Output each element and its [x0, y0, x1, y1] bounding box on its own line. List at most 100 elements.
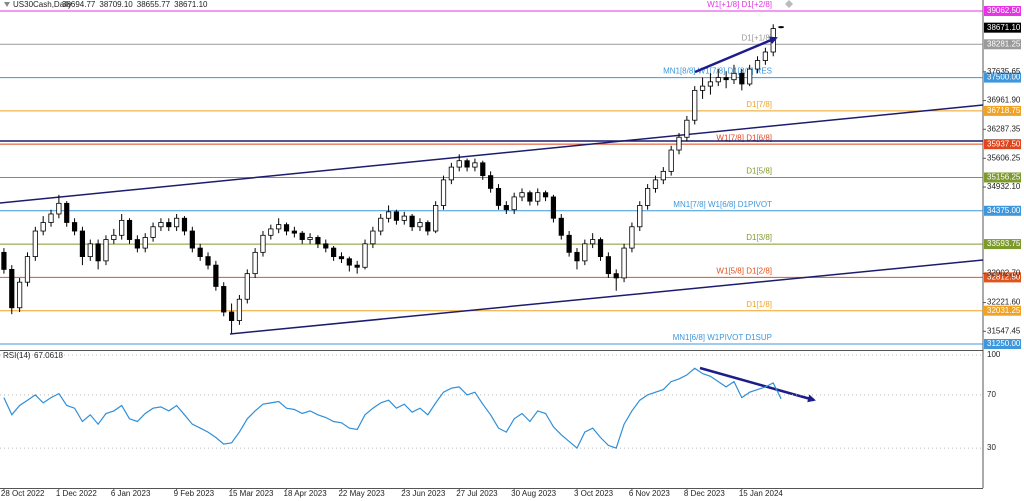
candle-body — [385, 211, 392, 219]
candle-body — [488, 175, 494, 189]
candle-body — [645, 188, 651, 206]
candles — [1, 24, 784, 334]
rsi-tick-label: 70 — [987, 390, 996, 399]
candle-body — [354, 264, 360, 268]
candle-body — [637, 205, 643, 228]
y-tick-label: 36287.35 — [987, 124, 1021, 133]
level-tag-label: 32031.25 — [987, 306, 1021, 315]
channel-lower — [229, 259, 984, 335]
level-tag — [984, 172, 1021, 183]
candle-body — [307, 237, 313, 240]
level-name: MN1[8/8] W1[7/8] D1[8/8] RES — [663, 67, 772, 76]
candle-body — [378, 217, 384, 232]
marker-diamond — [785, 0, 793, 8]
candle-body — [605, 256, 611, 275]
level-name: W1[5/8] D1[2/8] — [716, 266, 772, 275]
candle-body — [707, 81, 714, 87]
level-tag — [984, 272, 1021, 283]
candle-body — [597, 239, 604, 258]
candle-body — [535, 192, 541, 202]
rsi-tick-label: 30 — [987, 443, 996, 452]
candle-body — [574, 251, 580, 262]
trend-arrow — [694, 36, 778, 74]
candle-body — [409, 215, 415, 228]
level-name: W1[+1/8] D1[+2/8] — [707, 0, 772, 9]
y-tick-label: 31547.45 — [987, 326, 1021, 335]
candle-body — [472, 162, 478, 168]
candle-body — [338, 256, 345, 260]
level-tag-label: 34375.00 — [987, 206, 1021, 215]
candle-body — [260, 234, 266, 253]
candle-body — [527, 192, 533, 202]
candle-body — [503, 205, 509, 211]
candle-body — [613, 273, 619, 279]
candle-body — [417, 222, 423, 228]
candle-body — [56, 202, 62, 215]
candle-body — [228, 311, 235, 321]
candle-body — [48, 213, 54, 223]
x-tick-label: 6 Nov 2023 — [629, 489, 670, 498]
level-tag — [984, 305, 1021, 316]
candle-body — [362, 243, 368, 268]
candle-body — [684, 119, 690, 138]
candle-body — [40, 222, 46, 232]
header-values: 38694.77 38709.10 38655.77 38671.10 — [62, 0, 208, 9]
level-name: D1[7/8] — [746, 100, 772, 109]
candle-body — [9, 268, 15, 309]
candle-body — [433, 205, 439, 232]
candle-body — [440, 179, 447, 206]
x-tick-label: 22 May 2023 — [338, 489, 385, 498]
header-value: 38709.10 — [99, 0, 133, 9]
level-tag-label: 33593.75 — [987, 239, 1021, 248]
candle-body — [64, 202, 70, 223]
candle-body — [590, 239, 596, 245]
current-price-tag — [984, 22, 1021, 33]
arrows — [694, 0, 816, 403]
x-tick-label: 18 Apr 2023 — [284, 489, 328, 498]
y-tick-label: 34932.10 — [987, 182, 1021, 191]
candle-body — [699, 85, 706, 91]
candle-body — [754, 60, 761, 70]
candle-body — [17, 281, 23, 309]
candle-body — [150, 226, 156, 238]
level-tag — [984, 39, 1021, 50]
trend-lines — [0, 104, 984, 335]
level-tag-label: 32812.50 — [987, 272, 1021, 281]
candle-body — [464, 160, 470, 168]
header-value: 38671.10 — [174, 0, 208, 9]
candle-body — [32, 230, 38, 258]
level-tag — [984, 338, 1021, 349]
level-tag — [984, 72, 1021, 83]
candle-body — [331, 247, 337, 258]
candle-body — [723, 77, 729, 81]
rsi-name: RSI(14) — [3, 351, 31, 360]
x-tick-label: 6 Jan 2023 — [111, 489, 151, 498]
candle-body — [158, 222, 164, 228]
y-tick-label: 37635.65 — [987, 67, 1021, 76]
candle-body — [276, 224, 282, 230]
candle-body — [197, 247, 203, 258]
candle-body — [283, 224, 290, 232]
header-value: 38694.77 — [62, 0, 96, 9]
y-tick-label: 32221.60 — [987, 298, 1021, 307]
level-tag-label: 35937.50 — [987, 139, 1021, 148]
candle-body — [323, 243, 329, 249]
x-tick-label: 27 Jul 2023 — [456, 489, 498, 498]
candle-body — [566, 234, 572, 253]
candle-body — [715, 77, 721, 83]
candle-body — [558, 217, 564, 236]
x-tick-label: 15 Jan 2024 — [739, 489, 784, 498]
candle-body — [134, 239, 140, 249]
candle-body — [582, 243, 588, 262]
candle-body — [268, 228, 274, 236]
candle-body — [244, 273, 250, 300]
candle-body — [425, 222, 431, 232]
x-tick-label: 1 Dec 2022 — [56, 489, 97, 498]
candle-body — [205, 256, 211, 266]
x-tick-label: 30 Aug 2023 — [511, 489, 556, 498]
level-tag-label: 37500.00 — [987, 73, 1021, 82]
candle-body — [401, 215, 407, 221]
candle-body — [189, 230, 195, 249]
x-tick-label: 8 Dec 2023 — [684, 489, 725, 498]
